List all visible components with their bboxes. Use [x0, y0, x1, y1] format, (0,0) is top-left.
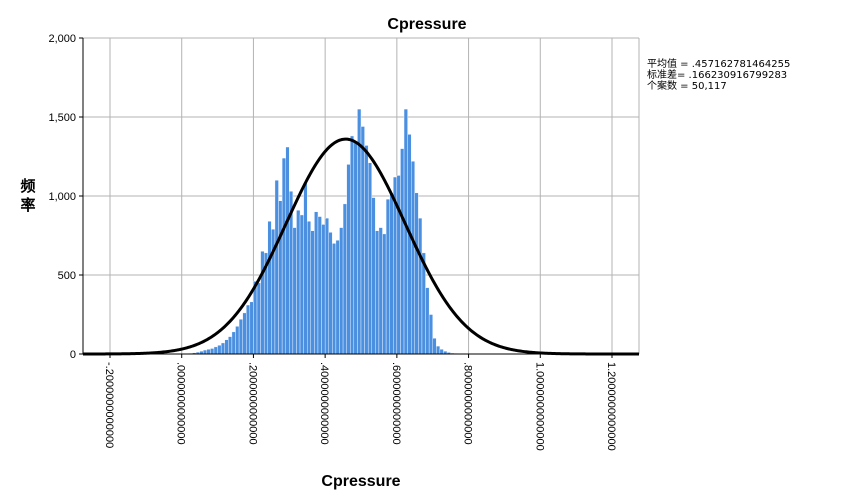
histogram-bar	[253, 281, 258, 355]
histogram-bar	[310, 230, 315, 355]
histogram-bar	[210, 348, 215, 355]
histogram-bar	[389, 192, 394, 355]
histogram-bar	[432, 338, 437, 355]
histogram-bar	[267, 221, 272, 355]
y-tick-labels: 0 500 1,000 1,500 2,000	[48, 33, 83, 361]
histogram-bar	[439, 349, 444, 355]
histogram-bar	[299, 214, 304, 355]
histogram-bar	[274, 179, 279, 355]
y-tick-label: 1,000	[48, 191, 76, 203]
histogram-bar	[425, 287, 430, 355]
y-axis-label-char: 频	[20, 177, 35, 195]
y-tick-label: 1,500	[48, 112, 76, 124]
histogram-bar	[231, 331, 236, 355]
histogram-bar	[396, 175, 401, 355]
histogram-bar	[242, 312, 247, 355]
stat-line: 平均值 = .457162781464255	[647, 57, 790, 70]
histogram-bar	[228, 336, 233, 355]
histogram-bar	[206, 349, 211, 355]
histogram-bar	[350, 135, 355, 355]
histogram-bar	[296, 210, 301, 355]
x-tick-label: .4000000000000	[318, 362, 330, 445]
histogram-bar	[382, 233, 387, 355]
histogram-bar	[213, 346, 218, 355]
histogram-bar	[418, 217, 423, 355]
y-axis-label: 频率	[20, 177, 35, 214]
histogram-bar	[292, 227, 297, 355]
histogram-bar	[346, 164, 351, 355]
histogram-bar	[385, 198, 390, 355]
chart-title: Cpressure	[387, 16, 466, 33]
histogram-bar	[256, 282, 261, 355]
histogram-bar	[411, 161, 415, 355]
y-tick-label: 500	[58, 270, 76, 282]
histogram-bar	[321, 224, 326, 355]
x-tick-labels: -.2000000000000 .0000000000000 .2000000000…	[103, 354, 617, 451]
histogram-bar	[371, 197, 376, 355]
histogram-bar	[235, 326, 240, 355]
histogram-bar	[403, 108, 408, 355]
histogram-bar	[203, 349, 208, 355]
histogram-bar	[378, 227, 383, 355]
x-tick-label: 1.0000000000000	[533, 362, 545, 451]
histogram-bar	[285, 146, 290, 355]
histogram-bar	[407, 134, 412, 355]
histogram-bar	[224, 339, 229, 355]
histogram-bar	[436, 345, 441, 355]
x-tick-label: .6000000000000	[390, 362, 402, 445]
histogram-bar	[317, 216, 322, 355]
normal-curve-line	[83, 137, 639, 356]
histogram-bar	[307, 221, 312, 355]
histogram-bar	[360, 126, 365, 355]
grid-lines	[83, 37, 640, 354]
histogram-bar	[353, 142, 358, 355]
histogram-bar	[400, 148, 405, 355]
histogram-bar	[375, 230, 380, 355]
stat-line: 标准差= .166230916799283	[647, 68, 787, 81]
x-tick-label: .2000000000000	[246, 362, 258, 445]
histogram-bar	[335, 240, 340, 355]
x-tick-label: .0000000000000	[175, 362, 187, 445]
x-tick-label: .8000000000000	[462, 362, 474, 445]
histogram-bar	[339, 227, 344, 355]
y-tick-label: 0	[70, 349, 76, 361]
histogram-bar	[428, 314, 433, 355]
histogram-bar	[220, 342, 225, 355]
histogram-bar	[314, 211, 319, 355]
histogram-bar	[249, 301, 254, 355]
histogram-bar	[281, 157, 286, 355]
x-tick-label: 1.2000000000000	[605, 362, 617, 451]
y-axis-label-char: 率	[20, 196, 35, 214]
histogram-bar	[260, 251, 265, 355]
normal-curve	[83, 137, 639, 356]
x-axis-label: Cpressure	[321, 473, 400, 490]
histogram-bar	[278, 200, 283, 355]
histogram-bar	[303, 183, 308, 355]
x-tick-label: -.2000000000000	[103, 362, 115, 448]
histogram-bar	[324, 217, 329, 355]
histogram-bars	[181, 108, 462, 355]
histogram-bar	[342, 203, 347, 355]
histogram-bar	[367, 162, 372, 355]
histogram-bar	[332, 243, 337, 355]
histogram-bar	[217, 345, 222, 355]
histogram-bar	[246, 304, 251, 355]
histogram-bar	[238, 319, 243, 355]
stat-line: 个案数 = 50,117	[647, 79, 727, 92]
y-tick-label: 2,000	[48, 33, 76, 45]
histogram-bar	[414, 192, 419, 355]
histogram-bar	[328, 232, 333, 355]
histogram-bar	[364, 145, 369, 355]
